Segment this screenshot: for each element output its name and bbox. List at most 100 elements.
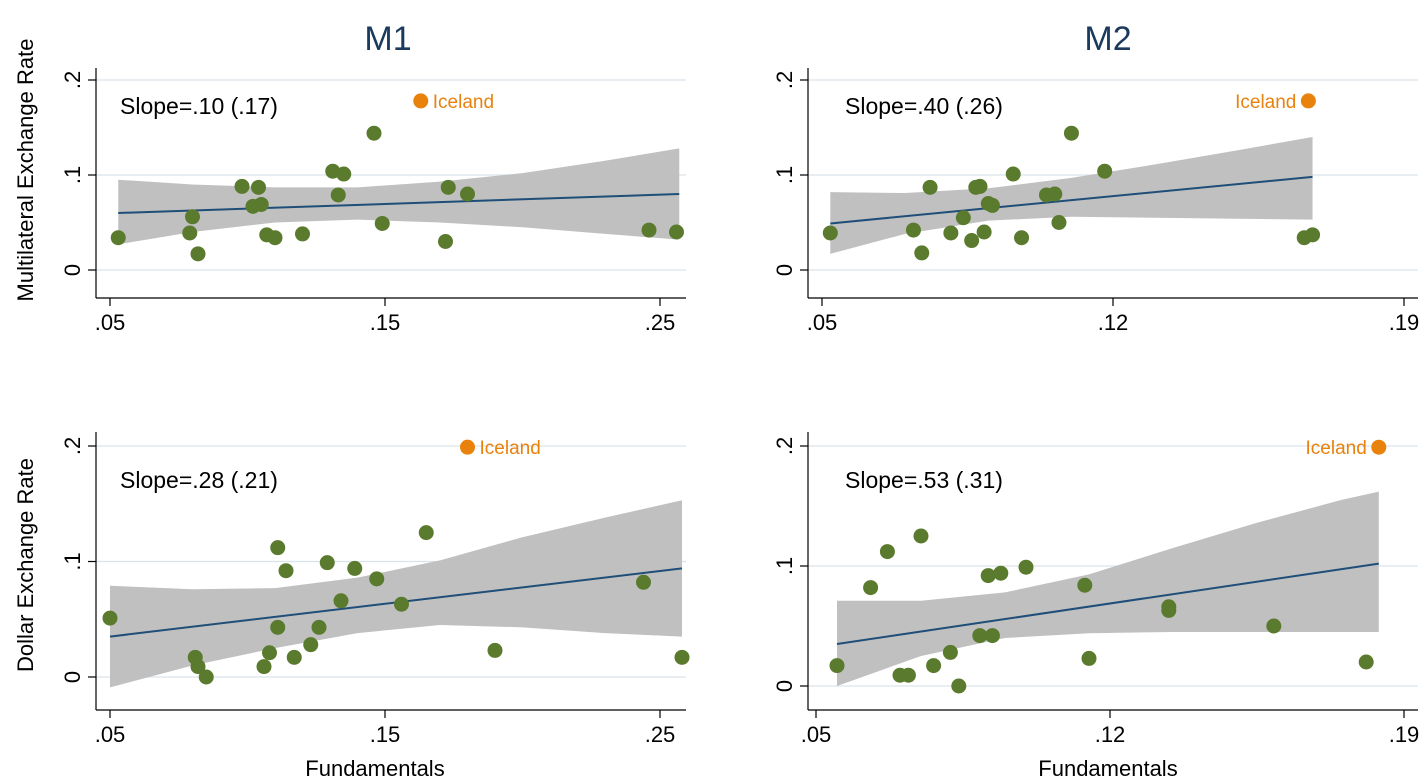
data-point <box>418 525 434 541</box>
xlabel-m2: Fundamentals <box>1038 756 1177 781</box>
data-point <box>185 209 200 225</box>
data-point <box>311 619 327 635</box>
data-point <box>972 628 988 644</box>
data-point <box>270 619 286 635</box>
x-tick-label: .15 <box>370 310 401 335</box>
y-tick-label: .1 <box>60 552 85 570</box>
x-tick-label: .05 <box>801 722 832 747</box>
outlier-label: Iceland <box>1235 92 1296 113</box>
data-point <box>1266 618 1282 634</box>
data-point <box>943 225 959 241</box>
data-point <box>262 645 277 661</box>
y-tick-label: .2 <box>60 437 85 455</box>
y-tick-label: 0 <box>60 264 85 276</box>
data-point <box>333 593 349 609</box>
data-point <box>951 678 967 694</box>
confidence-band <box>830 137 1313 254</box>
data-point <box>905 222 921 238</box>
panel-m1-multilateral: 0 .1 .2 .05 .15 .25 Iceland Slope=.10 (.17) <box>60 68 686 335</box>
y-tick-label: .1 <box>772 557 797 575</box>
data-point <box>1047 186 1063 202</box>
column-title-m1: M1 <box>364 20 411 58</box>
data-point <box>190 659 206 675</box>
confidence-band <box>837 491 1379 686</box>
data-point <box>1051 215 1067 230</box>
x-tick-label: .05 <box>95 310 126 335</box>
slope-label: Slope=.10 (.17) <box>120 93 278 119</box>
fit-line <box>118 193 680 214</box>
y-tick-label: .2 <box>772 437 797 455</box>
outlier-label: Iceland <box>480 438 541 459</box>
data-point <box>926 658 942 674</box>
panel-m2-multilateral: 0 .1 .2 .05 .12 .19 Iceland Slope=.40 (.26) <box>772 68 1419 335</box>
data-point <box>984 197 1000 213</box>
data-point <box>110 230 126 246</box>
y-tick-label: .2 <box>772 71 797 89</box>
data-point <box>251 179 266 195</box>
outlier-label: Iceland <box>433 92 494 113</box>
data-point <box>636 574 651 590</box>
xlabel-m1: Fundamentals <box>305 756 444 781</box>
data-point <box>369 571 385 587</box>
data-point <box>972 178 988 194</box>
data-point <box>955 210 971 226</box>
data-point <box>270 540 286 556</box>
data-point <box>198 669 214 685</box>
data-point <box>440 179 456 195</box>
data-point <box>993 565 1009 581</box>
data-point <box>1305 227 1321 243</box>
panel-m1-dollar: 0 .1 .2 .05 .15 .25 Iceland Slope=.28 (.21) <box>60 432 690 747</box>
data-point <box>863 580 879 596</box>
data-point <box>1005 166 1021 182</box>
data-point <box>829 658 845 674</box>
data-point <box>980 568 996 584</box>
x-tick-label: .12 <box>1095 722 1126 747</box>
slope-label: Slope=.53 (.31) <box>845 467 1003 493</box>
data-point <box>1081 650 1097 666</box>
confidence-band <box>110 500 682 688</box>
column-title-m2: M2 <box>1084 20 1131 58</box>
outlier-point <box>1371 439 1387 455</box>
data-point <box>913 528 929 544</box>
y-tick-label: .2 <box>60 71 85 89</box>
x-tick-label: .25 <box>645 722 676 747</box>
data-point <box>102 610 118 626</box>
data-point <box>1018 559 1034 575</box>
data-point <box>1097 163 1113 179</box>
x-tick-label: .05 <box>807 310 838 335</box>
data-point <box>190 246 206 262</box>
data-point <box>976 224 992 240</box>
data-point <box>394 596 409 612</box>
data-point <box>336 166 352 182</box>
confidence-band <box>118 148 680 245</box>
data-point <box>487 642 503 658</box>
data-point <box>1161 599 1177 615</box>
data-point <box>822 225 838 241</box>
data-point <box>366 125 382 141</box>
x-tick-label: .25 <box>645 310 676 335</box>
outlier-label: Iceland <box>1306 438 1367 459</box>
data-point <box>674 649 690 665</box>
x-tick-label: .12 <box>1098 310 1129 335</box>
x-tick-label: .19 <box>1389 310 1420 335</box>
outlier-point <box>460 439 475 455</box>
y-tick-label: .1 <box>60 166 85 184</box>
data-point <box>438 234 453 249</box>
data-point <box>1014 230 1030 246</box>
y-tick-label: 0 <box>772 680 797 692</box>
data-point <box>256 659 272 675</box>
data-point <box>1358 654 1374 670</box>
panel-m2-dollar: 0 .1 .2 .05 .12 .19 Iceland Slope=.53 (.31) <box>772 432 1419 747</box>
y-tick-label: 0 <box>60 671 85 683</box>
data-point <box>303 637 319 653</box>
data-point <box>278 563 294 579</box>
data-point <box>253 196 269 212</box>
fit-line <box>830 175 1313 225</box>
y-tick-label: 0 <box>772 264 797 276</box>
data-point <box>914 245 930 261</box>
data-point <box>330 187 346 203</box>
data-point <box>319 555 335 571</box>
data-point <box>460 186 475 202</box>
fit-line <box>836 562 1379 645</box>
